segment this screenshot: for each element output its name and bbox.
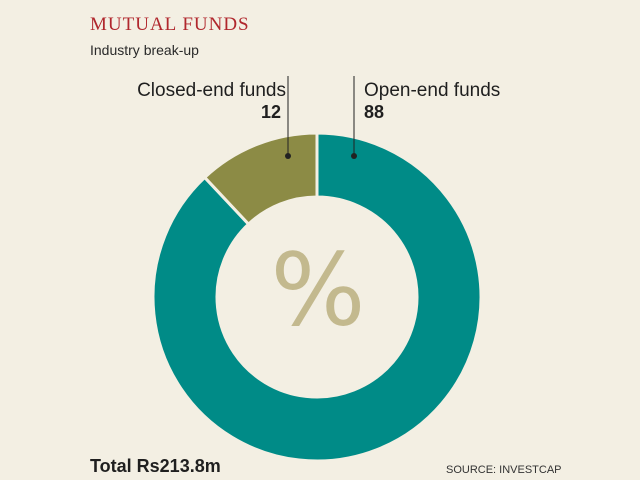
leader-closed-end-dot — [285, 153, 291, 159]
leader-open-end-dot — [351, 153, 357, 159]
chart-title: MUTUAL FUNDS — [90, 14, 250, 35]
open-end-label: Open-end funds — [364, 80, 501, 101]
open-end-value: 88 — [364, 102, 385, 122]
total-value: Total Rs213.8m — [90, 456, 221, 476]
closed-end-value: 12 — [260, 102, 281, 122]
slice-open-end-funds — [151, 131, 483, 463]
chart-subtitle: Industry break-up — [90, 42, 199, 58]
center-percent-symbol: % — [270, 231, 366, 349]
closed-end-label: Closed-end funds — [137, 80, 286, 101]
source-note: SOURCE: INVESTCAP — [446, 464, 562, 476]
